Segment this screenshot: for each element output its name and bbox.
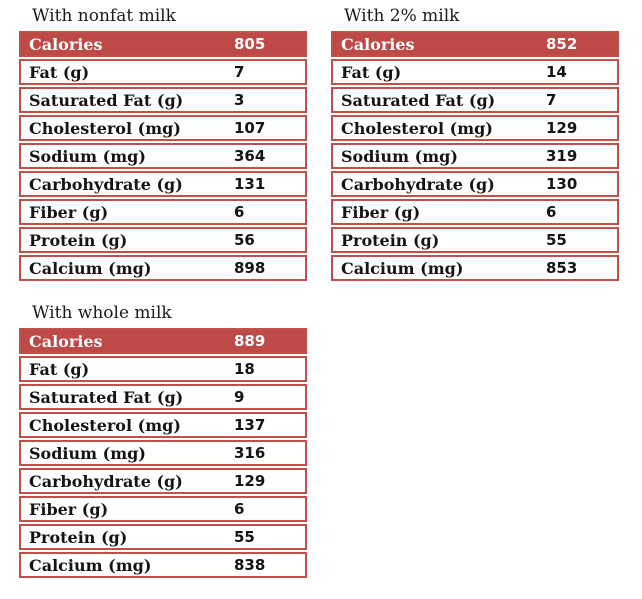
table-header-row: Calories 805: [19, 31, 307, 57]
table-row: Protein (g) 55: [331, 227, 619, 253]
table-row: Calcium (mg) 853: [331, 255, 619, 281]
table-header-row: Calories 889: [19, 328, 307, 354]
table-header-row: Calories 852: [331, 31, 619, 57]
row-label: Calories: [29, 34, 103, 54]
row-label: Fiber (g): [29, 202, 109, 222]
nutrition-block-nonfat: With nonfat milk Calories 805 Fat (g) 7 …: [19, 6, 307, 283]
nutrition-table-whole: Calories 889 Fat (g) 18 Saturated Fat (g…: [19, 328, 307, 578]
table-row: Calcium (mg) 838: [19, 552, 307, 578]
row-label: Cholesterol (mg): [29, 118, 181, 138]
row-label: Calcium (mg): [341, 258, 464, 278]
table-title-whole: With whole milk: [32, 303, 172, 323]
table-row: Carbohydrate (g) 130: [331, 171, 619, 197]
row-value: 129: [546, 119, 578, 137]
table-row: Fat (g) 7: [19, 59, 307, 85]
table-row: Carbohydrate (g) 129: [19, 468, 307, 494]
row-label: Fat (g): [29, 359, 90, 379]
row-value: 131: [234, 175, 266, 193]
row-label: Carbohydrate (g): [29, 471, 183, 491]
row-value: 889: [234, 332, 266, 350]
row-value: 130: [546, 175, 578, 193]
row-label: Protein (g): [29, 527, 128, 547]
row-value: 364: [234, 147, 266, 165]
table-row: Sodium (mg) 316: [19, 440, 307, 466]
table-row: Cholesterol (mg) 129: [331, 115, 619, 141]
row-value: 838: [234, 556, 266, 574]
table-row: Fiber (g) 6: [331, 199, 619, 225]
table-row: Fat (g) 18: [19, 356, 307, 382]
table-row: Fat (g) 14: [331, 59, 619, 85]
row-value: 56: [234, 231, 255, 249]
row-value: 852: [546, 35, 578, 53]
table-row: Sodium (mg) 319: [331, 143, 619, 169]
row-label: Cholesterol (mg): [341, 118, 493, 138]
row-value: 137: [234, 416, 266, 434]
table-row: Cholesterol (mg) 137: [19, 412, 307, 438]
row-value: 9: [234, 388, 245, 406]
row-value: 55: [546, 231, 567, 249]
table-row: Saturated Fat (g) 9: [19, 384, 307, 410]
row-label: Cholesterol (mg): [29, 415, 181, 435]
row-value: 7: [234, 63, 245, 81]
table-title-2-percent: With 2% milk: [344, 6, 460, 26]
row-label: Carbohydrate (g): [29, 174, 183, 194]
row-value: 805: [234, 35, 266, 53]
row-label: Carbohydrate (g): [341, 174, 495, 194]
table-row: Fiber (g) 6: [19, 496, 307, 522]
row-label: Sodium (mg): [29, 146, 146, 166]
table-row: Sodium (mg) 364: [19, 143, 307, 169]
row-value: 18: [234, 360, 255, 378]
table-row: Cholesterol (mg) 107: [19, 115, 307, 141]
table-row: Protein (g) 56: [19, 227, 307, 253]
row-value: 6: [546, 203, 557, 221]
table-row: Calcium (mg) 898: [19, 255, 307, 281]
row-label: Sodium (mg): [29, 443, 146, 463]
row-value: 898: [234, 259, 266, 277]
nutrition-table-2-percent: Calories 852 Fat (g) 14 Saturated Fat (g…: [331, 31, 619, 281]
row-value: 7: [546, 91, 557, 109]
nutrition-table-nonfat: Calories 805 Fat (g) 7 Saturated Fat (g)…: [19, 31, 307, 281]
table-row: Fiber (g) 6: [19, 199, 307, 225]
row-label: Fat (g): [341, 62, 402, 82]
row-label: Fat (g): [29, 62, 90, 82]
row-value: 853: [546, 259, 578, 277]
row-label: Calcium (mg): [29, 555, 152, 575]
table-row: Carbohydrate (g) 131: [19, 171, 307, 197]
row-label: Saturated Fat (g): [29, 90, 184, 110]
row-label: Fiber (g): [341, 202, 421, 222]
row-value: 129: [234, 472, 266, 490]
row-label: Saturated Fat (g): [341, 90, 496, 110]
row-value: 6: [234, 203, 245, 221]
row-label: Protein (g): [29, 230, 128, 250]
row-label: Saturated Fat (g): [29, 387, 184, 407]
row-label: Calories: [341, 34, 415, 54]
row-value: 316: [234, 444, 266, 462]
row-value: 6: [234, 500, 245, 518]
row-label: Sodium (mg): [341, 146, 458, 166]
row-value: 14: [546, 63, 567, 81]
row-value: 3: [234, 91, 245, 109]
row-value: 319: [546, 147, 578, 165]
table-row: Protein (g) 55: [19, 524, 307, 550]
row-value: 55: [234, 528, 255, 546]
row-label: Protein (g): [341, 230, 440, 250]
nutrition-block-2-percent: With 2% milk Calories 852 Fat (g) 14 Sat…: [331, 6, 619, 283]
table-row: Saturated Fat (g) 7: [331, 87, 619, 113]
row-label: Calories: [29, 331, 103, 351]
table-title-nonfat: With nonfat milk: [32, 6, 176, 26]
nutrition-block-whole: With whole milk Calories 889 Fat (g) 18 …: [19, 303, 307, 580]
row-value: 107: [234, 119, 266, 137]
table-row: Saturated Fat (g) 3: [19, 87, 307, 113]
row-label: Fiber (g): [29, 499, 109, 519]
row-label: Calcium (mg): [29, 258, 152, 278]
